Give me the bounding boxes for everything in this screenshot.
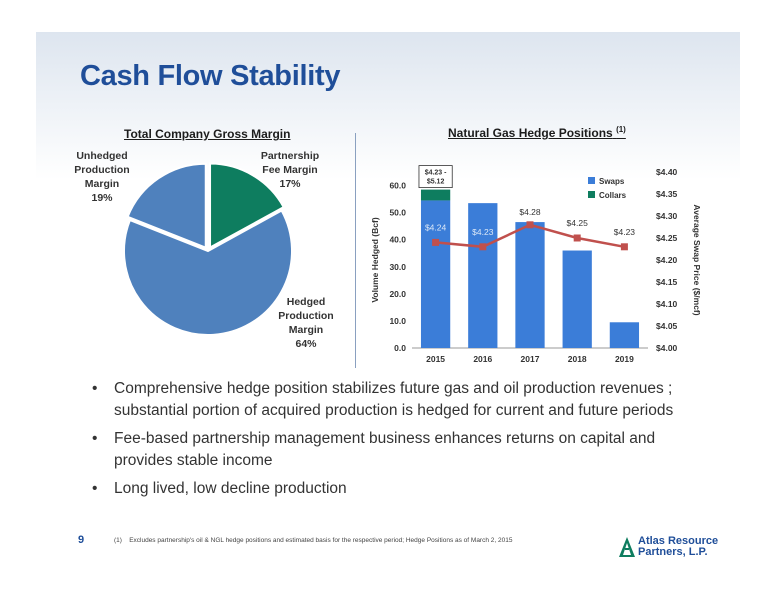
price-point bbox=[526, 221, 534, 229]
legend-swatch bbox=[588, 191, 595, 198]
collar-label: $5.12 bbox=[427, 179, 445, 186]
price-point bbox=[479, 243, 487, 251]
y2-tick-label: $4.20 bbox=[656, 255, 678, 265]
pie-chart-title: Total Company Gross Margin bbox=[124, 127, 291, 141]
x-tick-label: 2017 bbox=[521, 354, 540, 364]
bullet-item: • Long lived, low decline production bbox=[92, 480, 347, 497]
y2-tick-label: $4.15 bbox=[656, 277, 678, 287]
x-tick-label: 2018 bbox=[568, 354, 587, 364]
pie-slice bbox=[123, 209, 293, 336]
page-number: 9 bbox=[36, 532, 100, 548]
pie-slice-label: Hedged Production Margin 64% bbox=[278, 296, 333, 350]
pie-chart: Partnership Fee Margin 17% Hedged Production… bbox=[74, 150, 333, 350]
price-data-label: $4.28 bbox=[519, 207, 541, 217]
y2-tick-label: $4.00 bbox=[656, 343, 678, 353]
price-point bbox=[432, 238, 440, 246]
y-tick-label: 40.0 bbox=[389, 235, 406, 245]
price-point bbox=[620, 243, 628, 251]
pie-slice bbox=[209, 162, 286, 250]
bullet-item: • Fee-based partnership management busine… bbox=[92, 430, 656, 469]
hedge-bar-chart: 0.0 10.0 20.0 30.0 40.0 50.0 60.0 $4.00 $4.05 $4.… bbox=[370, 165, 702, 364]
price-data-label: $4.23 bbox=[614, 227, 636, 237]
legend-label: Swaps bbox=[599, 177, 625, 186]
x-tick-label: 2016 bbox=[473, 354, 492, 364]
y-tick-label: 30.0 bbox=[389, 262, 406, 272]
price-data-label: $4.23 bbox=[472, 227, 494, 237]
price-point bbox=[573, 234, 581, 242]
logo-icon bbox=[619, 537, 635, 557]
price-data-label: $4.24 bbox=[425, 222, 447, 232]
bar-swaps bbox=[609, 322, 640, 348]
bullet-list: • Comprehensive hedge position stabilizes… bbox=[88, 378, 688, 506]
y2-tick-label: $4.25 bbox=[656, 233, 678, 243]
bar-chart-title: Natural Gas Hedge Positions (1) bbox=[448, 125, 626, 140]
pie-slice bbox=[126, 162, 207, 250]
y2-tick-label: $4.30 bbox=[656, 211, 678, 221]
bar-collars bbox=[420, 189, 451, 201]
footnote: (1) Excludes partnership's oil & NGL hed… bbox=[114, 537, 513, 544]
y-axis-title: Volume Hedged (Bcf) bbox=[370, 217, 380, 302]
bar-swaps bbox=[515, 222, 545, 348]
collar-label-box bbox=[418, 165, 453, 188]
y-tick-label: 0.0 bbox=[394, 343, 406, 353]
bar-swaps bbox=[468, 203, 498, 348]
y2-axis-title: Average Swap Price ($/mcf) bbox=[692, 204, 702, 315]
legend-swatch bbox=[588, 177, 595, 184]
collar-label: $4.23 - bbox=[425, 170, 447, 177]
legend-label: Collars bbox=[599, 191, 627, 200]
y2-tick-label: $4.05 bbox=[656, 321, 678, 331]
x-tick-label: 2019 bbox=[615, 354, 634, 364]
chart-divider bbox=[355, 133, 356, 368]
x-tick-label: 2015 bbox=[426, 354, 445, 364]
y2-tick-label: $4.35 bbox=[656, 189, 678, 199]
y-tick-label: 50.0 bbox=[389, 208, 406, 218]
pie-slice-label: Partnership Fee Margin 17% bbox=[261, 150, 319, 190]
page-title: Cash Flow Stability bbox=[80, 60, 341, 92]
y2-tick-label: $4.40 bbox=[656, 167, 678, 177]
bullet-item: • Comprehensive hedge position stabilizes… bbox=[92, 380, 674, 419]
bar-swaps bbox=[562, 250, 592, 348]
y-tick-label: 10.0 bbox=[389, 316, 406, 326]
company-logo: Atlas Resource Partners, L.P. bbox=[618, 536, 738, 560]
bar-swaps bbox=[420, 200, 451, 348]
y2-tick-label: $4.10 bbox=[656, 299, 678, 309]
pie-slice-label: Unhedged Production Margin 19% bbox=[74, 150, 129, 204]
y-tick-label: 60.0 bbox=[389, 181, 406, 191]
price-data-label: $4.25 bbox=[567, 218, 589, 228]
y-tick-label: 20.0 bbox=[389, 289, 406, 299]
